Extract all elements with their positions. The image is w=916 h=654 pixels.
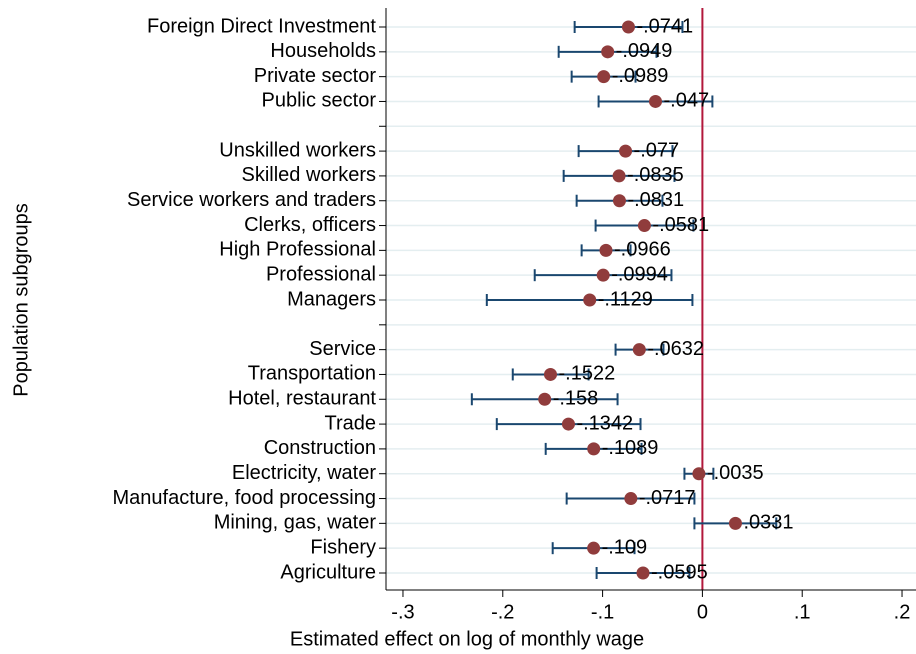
point bbox=[637, 219, 651, 233]
point bbox=[597, 70, 611, 84]
y-tick-label: Skilled workers bbox=[242, 164, 376, 186]
value-label: -.1342 bbox=[576, 412, 633, 434]
value-label: -.109 bbox=[602, 536, 648, 558]
value-label: -.0632 bbox=[647, 338, 704, 360]
x-tick-label: .2 bbox=[894, 601, 911, 623]
y-tick-label: Fishery bbox=[310, 536, 376, 558]
x-tick-label: .1 bbox=[794, 601, 811, 623]
value-label: -.1089 bbox=[602, 437, 659, 459]
value-label: -.047 bbox=[663, 90, 709, 112]
x-axis-title: Estimated effect on log of monthly wage bbox=[290, 628, 644, 650]
value-label: -.1522 bbox=[558, 363, 615, 385]
value-label: -.0035 bbox=[707, 462, 764, 484]
y-tick-label: Service workers and traders bbox=[127, 189, 376, 211]
point bbox=[636, 566, 650, 580]
point bbox=[599, 243, 613, 257]
y-axis-title: Population subgroups bbox=[10, 203, 32, 396]
x-tick-label: -.1 bbox=[591, 601, 614, 623]
y-tick-label: High Professional bbox=[219, 239, 376, 261]
point bbox=[561, 417, 575, 431]
y-tick-label: Electricity, water bbox=[232, 462, 376, 484]
x-tick-label: 0 bbox=[697, 601, 708, 623]
y-tick-label: Professional bbox=[266, 263, 376, 285]
point bbox=[728, 516, 742, 530]
point bbox=[612, 169, 626, 183]
value-label: -.0595 bbox=[651, 561, 708, 583]
y-tick-label: Private sector bbox=[254, 65, 377, 87]
point bbox=[612, 194, 626, 208]
point bbox=[587, 442, 601, 456]
value-label: -.0741 bbox=[636, 15, 693, 37]
y-tick-label: Hotel, restaurant bbox=[228, 388, 376, 410]
y-tick-label: Public sector bbox=[262, 90, 377, 112]
value-label: -.0717 bbox=[639, 487, 696, 509]
point bbox=[538, 392, 552, 406]
y-tick-label: Managers bbox=[287, 288, 376, 310]
point bbox=[648, 94, 662, 108]
y-tick-label: Service bbox=[309, 338, 376, 360]
y-tick-label: Manufacture, food processing bbox=[113, 487, 377, 509]
y-tick-label: Mining, gas, water bbox=[214, 512, 377, 534]
value-label: -.0831 bbox=[627, 189, 684, 211]
value-label: .0331 bbox=[743, 512, 793, 534]
value-label: -.0835 bbox=[627, 164, 684, 186]
y-tick-label: Transportation bbox=[248, 363, 376, 385]
value-label: -.1129 bbox=[598, 288, 653, 310]
y-tick-label: Unskilled workers bbox=[219, 139, 376, 161]
point bbox=[543, 367, 557, 381]
value-label: -.158 bbox=[553, 388, 599, 410]
y-tick-label: Construction bbox=[264, 437, 376, 459]
x-tick-label: -.3 bbox=[391, 601, 414, 623]
value-label: -.0581 bbox=[652, 214, 709, 236]
value-label: -.0994 bbox=[611, 263, 668, 285]
point bbox=[596, 268, 610, 282]
y-tick-label: Clerks, officers bbox=[244, 214, 376, 236]
value-label: -.077 bbox=[634, 139, 680, 161]
point bbox=[619, 144, 633, 158]
point bbox=[587, 541, 601, 555]
value-label: -.0966 bbox=[614, 239, 671, 261]
point bbox=[692, 467, 706, 481]
x-tick-label: -.2 bbox=[491, 601, 514, 623]
value-label: -.0989 bbox=[612, 65, 669, 87]
point bbox=[632, 343, 646, 357]
point bbox=[621, 20, 635, 34]
value-label: -.0949 bbox=[616, 40, 673, 62]
y-tick-label: Trade bbox=[324, 412, 376, 434]
point bbox=[583, 293, 597, 307]
y-tick-label: Households bbox=[270, 40, 376, 62]
point bbox=[601, 45, 615, 59]
point bbox=[624, 492, 638, 506]
y-tick-label: Foreign Direct Investment bbox=[147, 15, 376, 37]
y-tick-label: Agriculture bbox=[280, 561, 376, 583]
